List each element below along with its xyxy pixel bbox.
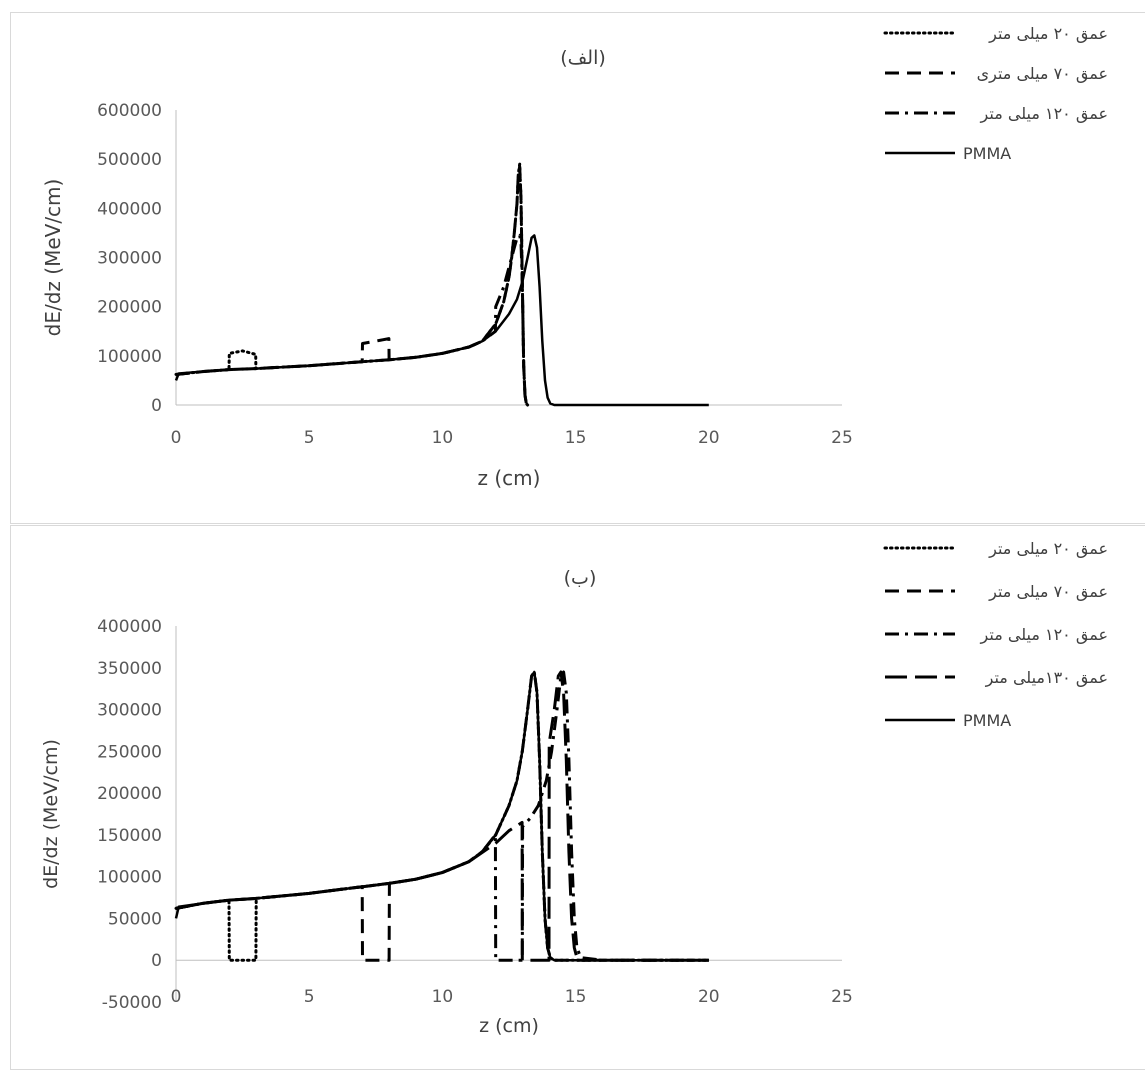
chart-title: (الف) bbox=[560, 47, 606, 69]
series-line bbox=[174, 670, 709, 962]
y-tick-label: 300000 bbox=[97, 701, 162, 721]
series-line bbox=[174, 234, 709, 407]
x-tick-label: 25 bbox=[831, 428, 853, 448]
y-axis-label: dE/dz (MeV/cm) bbox=[41, 179, 65, 337]
y-tick-label: 400000 bbox=[97, 617, 162, 637]
x-tick-label: 15 bbox=[565, 428, 587, 448]
y-tick-label: 100000 bbox=[97, 868, 162, 888]
chart-title: (ب) bbox=[564, 567, 597, 589]
series-line bbox=[175, 233, 529, 406]
y-tick-label: 350000 bbox=[97, 659, 162, 679]
chart-frame-bottom bbox=[10, 525, 1145, 1070]
legend-label: عمق ۲۰ میلی متر bbox=[988, 539, 1108, 559]
y-tick-label: 300000 bbox=[97, 249, 162, 269]
y-axis-label: dE/dz (MeV/cm) bbox=[40, 739, 62, 889]
y-tick-label: 200000 bbox=[97, 784, 162, 804]
x-tick-label: 5 bbox=[304, 987, 315, 1007]
legend-label: عمق ۱۲۰ میلی متر bbox=[980, 625, 1108, 645]
chart-frame-top bbox=[10, 12, 1145, 524]
legend-label: PMMA bbox=[963, 711, 1011, 730]
legend-label: عمق ۱۲۰ میلی متر bbox=[980, 104, 1108, 124]
y-tick-label: 200000 bbox=[97, 298, 162, 318]
y-tick-label: 400000 bbox=[97, 199, 162, 219]
y-tick-label: 500000 bbox=[97, 150, 162, 170]
y-tick-label: 100000 bbox=[97, 347, 162, 367]
x-tick-label: 10 bbox=[432, 428, 454, 448]
x-tick-label: 15 bbox=[565, 987, 587, 1007]
y-tick-label: 250000 bbox=[97, 742, 162, 762]
legend-label: عمق ۲۰ میلی متر bbox=[988, 24, 1108, 44]
x-tick-label: 10 bbox=[432, 987, 454, 1007]
y-tick-label: -50000 bbox=[102, 993, 162, 1013]
x-tick-label: 0 bbox=[171, 987, 182, 1007]
y-tick-label: 600000 bbox=[97, 101, 162, 121]
legend-label: عمق ۷۰ میلی متری bbox=[977, 64, 1108, 84]
x-tick-label: 0 bbox=[171, 428, 182, 448]
y-tick-label: 0 bbox=[151, 396, 162, 416]
x-tick-label: 20 bbox=[698, 428, 720, 448]
x-tick-label: 5 bbox=[304, 428, 315, 448]
y-tick-label: 0 bbox=[151, 951, 162, 971]
legend-label: عمق ۱۳۰میلی متر bbox=[985, 668, 1108, 688]
legend-label: عمق ۷۰ میلی متر bbox=[988, 582, 1108, 602]
x-tick-label: 25 bbox=[831, 987, 853, 1007]
x-axis-label: z (cm) bbox=[479, 1015, 539, 1037]
legend-label: PMMA bbox=[963, 144, 1011, 163]
y-tick-label: 150000 bbox=[97, 826, 162, 846]
x-tick-label: 20 bbox=[698, 987, 720, 1007]
y-tick-label: 50000 bbox=[108, 909, 162, 929]
series-line bbox=[174, 670, 711, 962]
x-axis-label: z (cm) bbox=[478, 466, 541, 490]
